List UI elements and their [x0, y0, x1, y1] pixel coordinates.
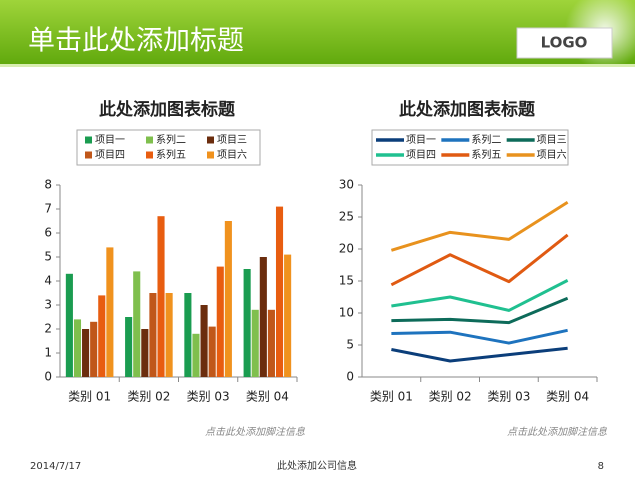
bar: [192, 333, 200, 377]
legend-swatch: [85, 151, 92, 159]
chart-title: 此处添加图表标题: [399, 99, 536, 120]
line: [391, 296, 569, 325]
legend-label: 系列二: [471, 133, 501, 146]
footer-company: 此处添加公司信息: [277, 459, 357, 472]
legend-swatch: [146, 151, 153, 159]
legend-label: 项目一: [406, 134, 436, 146]
y-tick-label: 5: [44, 250, 52, 264]
y-tick-label: 0: [346, 370, 354, 384]
bar: [200, 305, 208, 377]
legend-swatch: [207, 136, 214, 144]
y-tick-label: 20: [339, 242, 354, 256]
legend-label: 系列五: [156, 148, 186, 161]
legend-label: 项目六: [217, 149, 247, 161]
header-line: [0, 64, 635, 67]
y-tick-label: 30: [339, 178, 354, 192]
bar: [141, 329, 149, 377]
legend-label: 项目四: [406, 149, 436, 161]
y-tick-label: 8: [44, 178, 52, 192]
bar: [73, 319, 82, 377]
bar: [125, 317, 133, 377]
line: [391, 346, 568, 363]
bar: [165, 293, 173, 377]
bar: [98, 295, 106, 377]
bar: [133, 271, 141, 377]
y-tick-label: 6: [44, 226, 52, 240]
bar: [259, 257, 267, 377]
legend-label: 系列五: [471, 148, 501, 161]
legend-label: 项目三: [217, 134, 247, 146]
line: [391, 279, 569, 312]
x-tick-label: 类别 03: [487, 390, 530, 404]
bar: [224, 221, 232, 377]
bar: [275, 206, 284, 377]
y-tick-label: 1: [44, 346, 52, 360]
legend-label: 项目六: [537, 149, 567, 161]
x-tick-label: 类别 03: [187, 390, 230, 404]
legend-box: [76, 129, 261, 166]
x-tick-label: 类别 04: [246, 390, 289, 404]
x-tick-label: 类别 01: [68, 390, 111, 404]
y-tick-label: 5: [346, 338, 354, 352]
footnote: 点击此处添加脚注信息: [205, 426, 305, 438]
y-tick-label: 15: [339, 274, 354, 288]
bar: [82, 329, 90, 377]
y-tick-label: 4: [44, 274, 52, 288]
y-tick-label: 7: [44, 202, 52, 216]
footnote: 点击此处添加脚注信息: [507, 426, 607, 438]
bar: [90, 321, 98, 377]
line: [391, 328, 568, 345]
y-tick-label: 0: [44, 370, 52, 384]
logo-box: [516, 27, 613, 59]
bar: [251, 309, 259, 377]
y-tick-label: 25: [339, 210, 354, 224]
line: [390, 201, 569, 252]
slide-title: 单击此处添加标题: [28, 26, 244, 57]
bar: [284, 254, 292, 377]
y-tick-label: 10: [339, 306, 354, 320]
legend-label: 项目一: [95, 134, 125, 146]
legend-label: 系列二: [156, 133, 186, 146]
chart-title: 此处添加图表标题: [99, 99, 236, 120]
x-tick-label: 类别 04: [546, 390, 589, 404]
bar: [267, 309, 275, 377]
bar: [243, 269, 251, 377]
footer-page: 8: [598, 461, 604, 472]
line: [390, 233, 569, 287]
bar: [208, 326, 216, 377]
bar: [184, 293, 192, 377]
legend-label: 项目四: [95, 149, 125, 161]
legend-swatch: [207, 151, 214, 159]
bar: [157, 216, 165, 377]
bar: [149, 293, 157, 377]
bar: [106, 247, 114, 377]
footer-date: 2014/7/17: [30, 461, 81, 472]
y-tick-label: 2: [44, 322, 52, 336]
legend-swatch: [85, 136, 92, 144]
x-tick-label: 类别 02: [429, 390, 472, 404]
bar: [216, 266, 224, 377]
x-tick-label: 类别 01: [370, 390, 413, 404]
logo: LOGO: [541, 34, 588, 52]
x-tick-label: 类别 02: [127, 390, 170, 404]
y-tick-label: 3: [44, 298, 52, 312]
legend-box: [371, 129, 569, 166]
bar: [65, 273, 73, 377]
legend-label: 项目三: [537, 134, 567, 146]
legend-swatch: [146, 136, 153, 144]
